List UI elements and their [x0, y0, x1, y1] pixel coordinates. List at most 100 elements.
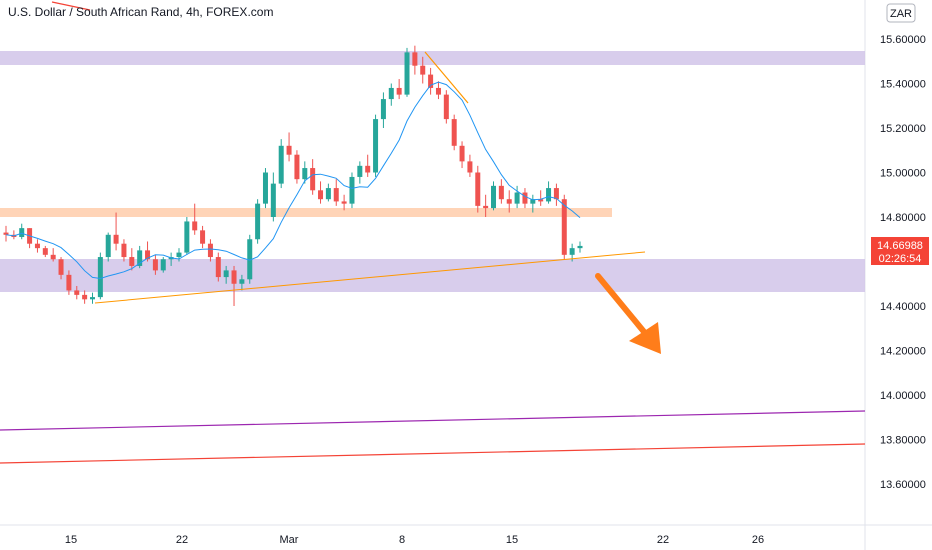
candle-down: [451, 119, 457, 146]
candle-down: [341, 201, 347, 204]
y-tick-label: 15.00000: [880, 168, 926, 180]
y-tick-label: 14.20000: [880, 346, 926, 358]
candle-up: [89, 297, 95, 300]
candle-down: [420, 65, 426, 75]
candle-down: [286, 145, 292, 155]
candle-up: [278, 145, 284, 184]
candle-down: [74, 290, 80, 295]
arrow-shaft: [595, 273, 648, 336]
candle-down: [66, 274, 72, 291]
candle-down: [231, 270, 237, 284]
projection-arrow[interactable]: [595, 273, 661, 354]
candle-down: [467, 161, 473, 173]
candle-down: [498, 185, 504, 200]
candle-up: [262, 172, 268, 204]
long-term-line-red[interactable]: [0, 443, 866, 464]
candle-up: [388, 87, 394, 100]
candle-down: [207, 243, 213, 258]
candles: [3, 45, 583, 306]
candle-down: [129, 257, 135, 266]
candle-down: [396, 87, 402, 95]
candle-up: [530, 199, 536, 204]
y-tick-label: 15.60000: [880, 34, 926, 46]
x-tick-label: 15: [65, 534, 77, 546]
candle-down: [200, 230, 206, 244]
y-tick-label: 13.60000: [880, 479, 926, 491]
candle-up: [137, 250, 143, 266]
candle-down: [310, 168, 316, 191]
chart-title: U.S. Dollar / South African Rand, 4h, FO…: [8, 5, 273, 19]
candle-up: [577, 245, 583, 249]
candle-down: [538, 199, 544, 202]
candle-down: [412, 52, 418, 66]
candle-up: [380, 99, 386, 120]
candle-down: [192, 221, 198, 231]
candle-up: [514, 192, 520, 204]
candle-up: [546, 188, 552, 202]
falling-trendline[interactable]: [424, 51, 469, 104]
candle-down: [522, 192, 528, 204]
candle-up: [270, 183, 276, 217]
candle-down: [145, 250, 151, 260]
candle-up: [373, 119, 379, 173]
candle-down: [58, 259, 64, 275]
candle-up: [160, 259, 166, 271]
candle-down: [121, 243, 127, 258]
x-tick-label: 8: [399, 534, 405, 546]
countdown-timer: 02:26:54: [879, 253, 922, 265]
candle-down: [428, 74, 434, 88]
x-tick-label: 22: [176, 534, 188, 546]
x-tick-label: Mar: [280, 534, 299, 546]
candle-up: [19, 228, 25, 238]
candle-down: [443, 94, 449, 120]
candle-down: [459, 145, 465, 162]
resistance-zone-top[interactable]: [0, 51, 865, 65]
last-price-value: 14.66988: [877, 240, 923, 252]
candle-up: [239, 279, 245, 284]
arrow-head: [629, 322, 661, 354]
candle-down: [294, 154, 300, 180]
x-tick-label: 22: [657, 534, 669, 546]
price-axis[interactable]: 15.60000 15.40000 15.20000 15.00000 14.80000…: [880, 34, 926, 491]
candle-down: [561, 199, 567, 255]
candle-up: [349, 176, 355, 204]
candle-down: [152, 259, 158, 271]
candle-up: [569, 248, 575, 255]
last-price-badge: 14.66988 02:26:54: [871, 237, 929, 265]
candle-up: [223, 270, 229, 278]
y-tick-label: 13.80000: [880, 435, 926, 447]
y-tick-label: 14.00000: [880, 390, 926, 402]
candle-down: [50, 254, 56, 260]
candle-down: [113, 234, 119, 244]
candle-down: [34, 243, 40, 249]
candle-down: [333, 188, 339, 202]
currency-button[interactable]: ZAR: [886, 3, 916, 23]
candle-up: [302, 168, 308, 180]
candle-down: [3, 232, 9, 235]
support-zone-orange[interactable]: [0, 208, 612, 217]
x-tick-label: 26: [752, 534, 764, 546]
y-tick-label: 15.40000: [880, 79, 926, 91]
support-zone-purple[interactable]: [0, 259, 865, 292]
last-price-badge-bg: [871, 237, 929, 265]
candle-down: [506, 199, 512, 204]
candle-down: [82, 294, 88, 300]
candle-up: [176, 252, 182, 258]
long-term-line-purple[interactable]: [0, 410, 866, 431]
rising-trendline[interactable]: [94, 251, 646, 304]
y-tick-label: 14.80000: [880, 212, 926, 224]
moving-average-line: [5, 81, 581, 280]
candle-down: [475, 172, 481, 206]
y-tick-label: 14.40000: [880, 301, 926, 313]
candle-up: [325, 188, 331, 200]
candle-down: [483, 205, 489, 209]
candle-down: [215, 257, 221, 278]
candle-down: [553, 188, 559, 200]
candle-up: [357, 165, 363, 177]
candle-up: [97, 257, 103, 298]
y-tick-label: 15.20000: [880, 123, 926, 135]
candle-up: [105, 234, 111, 258]
candle-up: [247, 239, 253, 280]
candle-down: [365, 165, 371, 173]
